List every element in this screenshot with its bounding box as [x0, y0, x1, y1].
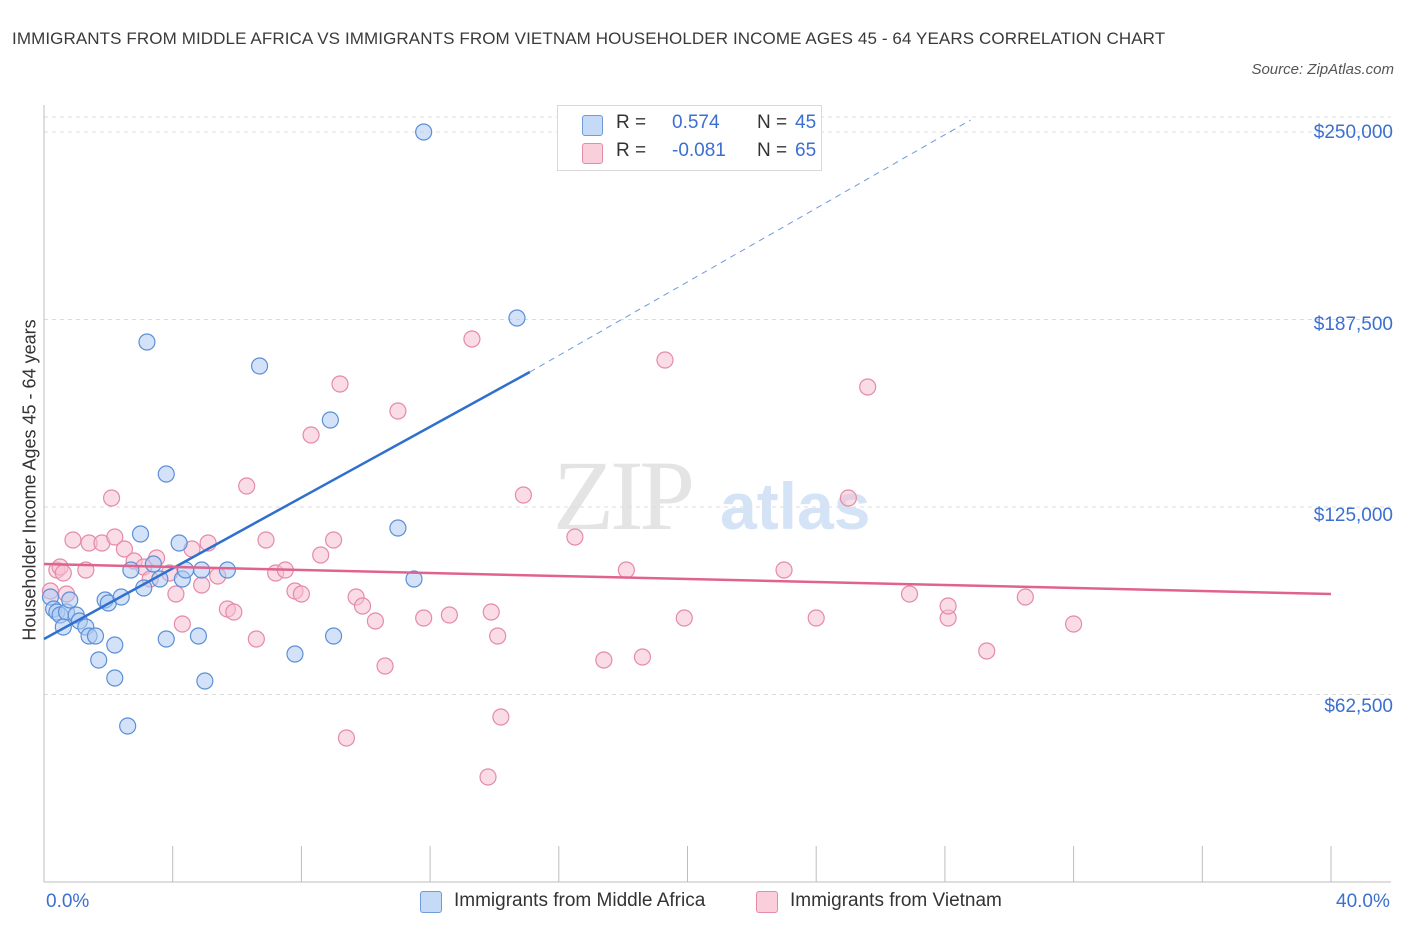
point-vietnam: [900, 585, 919, 603]
point-vietnam: [1064, 615, 1083, 633]
point-vietnam: [102, 489, 121, 507]
point-vietnam: [1016, 588, 1034, 606]
point-vietnam: [514, 486, 533, 504]
point-middle-africa: [106, 669, 124, 687]
point-vietnam: [292, 585, 310, 603]
point-vietnam: [807, 609, 825, 627]
point-vietnam: [225, 603, 243, 621]
point-middle-africa: [106, 636, 124, 654]
point-vietnam: [489, 627, 507, 645]
point-vietnam: [366, 612, 385, 630]
point-vietnam: [939, 597, 957, 615]
legend-n-label: N =: [757, 112, 788, 133]
point-vietnam: [331, 375, 349, 393]
point-vietnam: [415, 609, 433, 627]
legend-n-value: 45: [795, 112, 817, 133]
point-vietnam: [115, 540, 134, 558]
point-vietnam: [656, 351, 674, 369]
point-middle-africa: [122, 561, 140, 579]
point-middle-africa: [131, 525, 150, 543]
legend-r-value: -0.081: [672, 140, 726, 161]
point-middle-africa: [157, 465, 175, 483]
stats-legend: R = 0.574 N = 45 R = -0.081 N = 65: [557, 105, 822, 171]
point-vietnam: [238, 477, 256, 495]
legend-swatch-blue: [582, 115, 603, 136]
point-vietnam: [492, 708, 510, 726]
point-middle-africa: [321, 411, 339, 429]
point-vietnam: [859, 378, 877, 396]
point-vietnam: [193, 576, 211, 594]
y-tick-label-62500: $62,500: [1324, 696, 1393, 717]
y-tick-label-187500: $187,500: [1313, 314, 1393, 335]
legend-r-label: R =: [616, 112, 647, 133]
point-middle-africa: [405, 570, 423, 588]
point-vietnam: [633, 648, 652, 666]
point-vietnam: [978, 642, 996, 660]
point-middle-africa: [157, 630, 175, 648]
point-middle-africa: [144, 555, 162, 573]
y-tick-label-250000: $250,000: [1313, 122, 1393, 143]
point-vietnam: [617, 561, 635, 579]
point-vietnam: [566, 528, 584, 546]
point-vietnam: [64, 531, 82, 549]
chart-title: IMMIGRANTS FROM MIDDLE AFRICA VS IMMIGRA…: [12, 29, 1166, 48]
x-tick-label-max: 40.0%: [1336, 891, 1390, 912]
point-vietnam: [337, 729, 356, 747]
source-label: Source: ZipAtlas.com: [1251, 61, 1394, 78]
legend-swatch-pink: [582, 143, 603, 164]
point-middle-africa: [196, 672, 214, 690]
point-middle-africa: [86, 627, 105, 645]
point-vietnam: [463, 330, 481, 348]
point-vietnam: [595, 651, 613, 669]
trendline-middle-africa: [43, 370, 531, 641]
point-vietnam: [167, 585, 185, 603]
point-vietnam: [353, 597, 372, 615]
trendline-middle-africa-extension: [529, 119, 971, 373]
point-vietnam: [106, 528, 124, 546]
point-middle-africa: [189, 627, 208, 645]
legend-r-label: R =: [616, 140, 647, 161]
point-vietnam: [675, 609, 693, 627]
bottom-legend-label: Immigrants from Vietnam: [790, 890, 1002, 911]
bottom-legend-swatch-pink: [756, 891, 778, 913]
legend-r-value: 0.574: [672, 112, 720, 133]
point-middle-africa: [138, 333, 156, 351]
point-middle-africa: [61, 591, 79, 609]
y-axis-label: Householder Income Ages 45 - 64 years: [19, 319, 40, 641]
point-middle-africa: [324, 627, 343, 645]
point-vietnam: [440, 606, 459, 624]
point-middle-africa: [193, 561, 211, 579]
point-vietnam: [324, 531, 343, 549]
point-vietnam: [775, 561, 793, 579]
trendline-vietnam: [43, 562, 1332, 596]
y-tick-label-125000: $125,000: [1313, 505, 1393, 526]
point-middle-africa: [90, 651, 108, 669]
legend-n-label: N =: [757, 140, 788, 161]
point-vietnam: [312, 546, 330, 564]
point-middle-africa: [170, 534, 188, 552]
point-vietnam: [257, 531, 275, 549]
x-tick-label-min: 0.0%: [46, 891, 90, 912]
point-middle-africa: [119, 717, 137, 735]
point-vietnam: [389, 402, 407, 420]
point-middle-africa: [286, 645, 304, 663]
point-vietnam: [302, 426, 320, 444]
point-vietnam: [839, 489, 857, 507]
point-middle-africa: [389, 519, 407, 537]
point-vietnam: [479, 768, 497, 786]
point-middle-africa: [415, 123, 433, 141]
point-middle-africa: [218, 561, 236, 579]
point-vietnam: [376, 657, 394, 675]
point-vietnam: [173, 615, 191, 633]
point-vietnam: [247, 630, 265, 648]
bottom-legend-swatch-blue: [420, 891, 442, 913]
point-vietnam: [482, 603, 500, 621]
bottom-legend-label: Immigrants from Middle Africa: [454, 890, 706, 911]
legend-n-value: 65: [795, 140, 817, 161]
point-middle-africa: [250, 357, 269, 375]
point-vietnam: [54, 564, 72, 582]
point-middle-africa: [508, 309, 526, 327]
